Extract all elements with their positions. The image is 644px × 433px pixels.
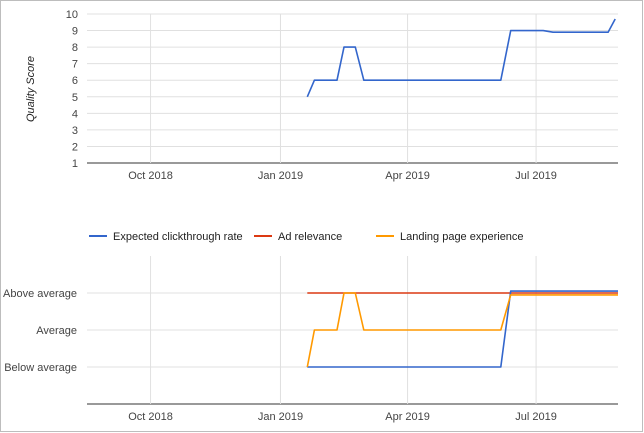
c2-x-tick: Apr 2019 (385, 411, 430, 423)
c2-series-line (307, 290, 618, 368)
c2-x-tick: Jan 2019 (258, 411, 303, 423)
c1-y-tick: 5 (72, 92, 78, 104)
c1-y-axis-label: Quality Score (25, 56, 37, 122)
legend-label: Landing page experience (400, 231, 524, 243)
c2-x-tick: Jul 2019 (515, 411, 557, 423)
c1-x-tick: Jan 2019 (258, 170, 303, 182)
c1-x-tick: Apr 2019 (385, 170, 430, 182)
c1-y-tick: 9 (72, 26, 78, 38)
c1-x-tick-labels: Oct 2018 Jan 2019 Apr 2019 Jul 2019 (128, 170, 557, 182)
c2-y-tick: Average (36, 325, 77, 337)
c1-series-lines (306, 18, 616, 98)
c1-y-tick: 1 (72, 158, 78, 170)
legend-label: Ad relevance (278, 231, 342, 243)
c2-x-tick-labels: Oct 2018 Jan 2019 Apr 2019 Jul 2019 (128, 411, 557, 423)
c1-series-line (306, 18, 616, 98)
c2-series-line (306, 292, 618, 368)
c2-y-tick: Below average (4, 362, 77, 374)
c1-y-tick: 6 (72, 75, 78, 87)
c1-y-tick: 7 (72, 59, 78, 71)
c1-x-tick: Oct 2018 (128, 170, 173, 182)
c1-y-tick: 4 (72, 108, 78, 120)
c1-y-tick: 2 (72, 141, 78, 153)
c1-y-tick: 8 (72, 42, 78, 54)
c2-y-tick-labels: Below average Average Above average (3, 288, 77, 374)
legend-label: Expected clickthrough rate (113, 231, 243, 243)
c1-y-tick: 10 (66, 9, 78, 21)
c1-y-tick-labels: 1 2 3 4 5 6 7 8 9 10 (66, 9, 78, 170)
c2-y-tick: Above average (3, 288, 77, 300)
quality-score-chart: 1 2 3 4 5 6 7 8 9 10 Oct 2018 Jan 2019 Apr 2019 Jul … (25, 9, 618, 182)
c2-x-tick: Oct 2018 (128, 411, 173, 423)
c1-y-tick: 3 (72, 125, 78, 137)
legend: Expected clickthrough rate Ad relevance La… (89, 231, 524, 243)
c2-gridlines (87, 256, 618, 405)
c2-series-lines (306, 290, 618, 368)
c1-x-tick: Jul 2019 (515, 170, 557, 182)
